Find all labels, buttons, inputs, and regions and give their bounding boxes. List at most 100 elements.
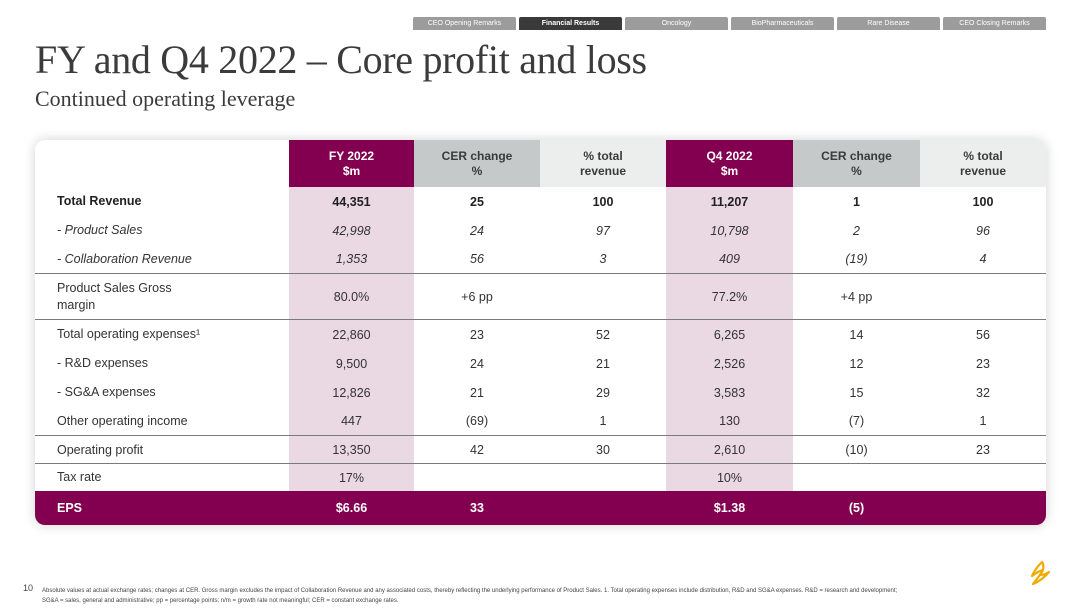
row-label: Operating profit xyxy=(57,442,144,457)
cell-q4-cer-change: +4 pp xyxy=(840,289,873,304)
cell-fy-pct-revenue xyxy=(540,491,666,525)
cell-q4-value: 10% xyxy=(716,470,743,485)
table-row-total-revenue: Total Revenue 44,351 25 100 11,207 1 100 xyxy=(35,187,1046,216)
table-header-row: FY 2022 $m CER change % % total revenue … xyxy=(35,140,1046,187)
header-fy-cer-change-line1: CER change xyxy=(441,148,513,163)
header-q4-pct-line1: % total xyxy=(963,148,1003,163)
cell-q4-pct-revenue: 32 xyxy=(976,385,990,400)
cell-fy-pct-revenue: 29 xyxy=(596,385,610,400)
header-fy-2022: FY 2022 $m xyxy=(289,140,414,187)
fy-column-shade xyxy=(289,140,414,491)
cell-fy-pct-revenue: 3 xyxy=(599,252,607,266)
table-row-operating-profit: Operating profit 13,350 42 30 2,610 (10)… xyxy=(35,436,1046,464)
cell-q4-cer-change: (7) xyxy=(848,414,865,428)
header-q4-pct-total-revenue: % total revenue xyxy=(920,140,1046,187)
cell-fy-cer-change: 21 xyxy=(470,385,484,400)
row-label: Total operating expenses¹ xyxy=(57,327,201,341)
tab-ceo-closing-remarks[interactable]: CEO Closing Remarks xyxy=(943,17,1046,30)
tab-oncology[interactable]: Oncology xyxy=(625,17,728,30)
page-title: FY and Q4 2022 – Core profit and loss xyxy=(35,37,647,82)
cell-q4-pct-revenue: 100 xyxy=(972,194,994,209)
cell-fy-pct-revenue: 1 xyxy=(599,414,607,428)
cell-fy-pct-revenue xyxy=(540,274,666,319)
tab-ceo-opening-remarks[interactable]: CEO Opening Remarks xyxy=(413,17,516,30)
cell-q4-cer-change: 15 xyxy=(849,385,864,400)
cell-fy-pct-revenue: 52 xyxy=(596,327,610,342)
cell-fy-pct-revenue: 21 xyxy=(596,356,610,371)
cell-q4-pct-revenue xyxy=(920,464,1046,491)
cell-fy-cer-change: 23 xyxy=(470,327,484,342)
footnote: Absolute values at actual exchange rates… xyxy=(42,588,898,604)
cell-fy-value: 12,826 xyxy=(332,385,371,400)
table-row-total-operating-expenses: Total operating expenses¹ 22,860 23 52 6… xyxy=(35,320,1046,349)
cell-q4-cer-change xyxy=(793,464,920,491)
cell-q4-value: 2,610 xyxy=(713,443,746,457)
row-label: Product Sales Gross margin xyxy=(57,280,172,312)
cell-q4-value: 77.2% xyxy=(711,289,748,304)
cell-q4-cer-change: (19) xyxy=(845,252,868,266)
cell-fy-cer-change: +6 pp xyxy=(461,289,493,304)
table-row-gross-margin: Product Sales Gross margin 80.0% +6 pp 7… xyxy=(35,274,1046,319)
row-divider xyxy=(35,319,1046,320)
cell-fy-cer-change: (69) xyxy=(465,414,489,428)
cell-fy-pct-revenue: 100 xyxy=(592,194,614,209)
cell-q4-pct-revenue: 1 xyxy=(979,414,987,428)
cell-fy-value: 80.0% xyxy=(333,289,370,304)
cell-fy-pct-revenue xyxy=(540,464,666,491)
cell-q4-value: 11,207 xyxy=(710,194,749,209)
tab-rare-disease[interactable]: Rare Disease xyxy=(837,17,940,30)
row-label: Tax rate xyxy=(57,470,102,484)
cell-q4-cer-change: 12 xyxy=(849,356,864,371)
header-fy-pct-total-revenue: % total revenue xyxy=(540,140,666,187)
cell-q4-cer-change: (5) xyxy=(848,501,865,515)
cell-q4-cer-change: 2 xyxy=(853,223,860,238)
header-q4-2022-line2: $m xyxy=(720,163,739,178)
section-nav: CEO Opening Remarks Financial Results On… xyxy=(413,17,1046,30)
header-q4-cer-change: CER change % xyxy=(793,140,920,187)
header-q4-2022-line1: Q4 2022 xyxy=(706,148,753,163)
cell-fy-pct-revenue: 30 xyxy=(596,443,610,457)
cell-q4-pct-revenue: 56 xyxy=(976,327,990,342)
table-row-eps: EPS $6.66 33 $1.38 (5) xyxy=(35,491,1046,525)
header-q4-cer-change-line2: % xyxy=(851,163,862,178)
cell-q4-value: 3,583 xyxy=(713,385,746,400)
row-label: EPS xyxy=(57,500,83,515)
cell-q4-pct-revenue xyxy=(920,274,1046,319)
cell-q4-pct-revenue: 96 xyxy=(976,223,990,238)
q4-column-shade xyxy=(666,140,793,491)
cell-fy-value: 42,998 xyxy=(332,223,371,238)
cell-q4-cer-change: 1 xyxy=(853,194,860,209)
cell-fy-value: $6.66 xyxy=(335,501,368,515)
tab-biopharmaceuticals[interactable]: BioPharmaceuticals xyxy=(731,17,834,30)
tab-financial-results[interactable]: Financial Results xyxy=(519,17,622,30)
row-label: - Product Sales xyxy=(57,223,143,237)
cell-q4-cer-change: 14 xyxy=(849,327,864,342)
cell-fy-value: 1,353 xyxy=(335,252,368,266)
header-fy-cer-change-line2: % xyxy=(471,163,483,178)
cell-fy-value: 13,350 xyxy=(332,443,371,457)
cell-fy-value: 9,500 xyxy=(335,356,368,371)
cell-q4-pct-revenue xyxy=(920,491,1046,525)
row-divider xyxy=(35,273,1046,274)
header-fy-pct-line2: revenue xyxy=(579,163,627,178)
header-q4-2022: Q4 2022 $m xyxy=(666,140,793,187)
row-label: - R&D expenses xyxy=(57,356,149,370)
cell-q4-cer-change: (10) xyxy=(845,443,868,457)
row-label: Total Revenue xyxy=(57,194,142,208)
page-number: 10 xyxy=(23,583,34,593)
cell-fy-value: 17% xyxy=(338,470,365,485)
cell-q4-value: 130 xyxy=(719,414,740,428)
header-fy-2022-line1: FY 2022 xyxy=(328,148,375,163)
cell-fy-cer-change: 33 xyxy=(470,501,484,515)
cell-q4-value: 6,265 xyxy=(713,327,746,342)
cell-q4-value: 409 xyxy=(719,252,740,266)
cell-fy-cer-change: 56 xyxy=(470,252,484,266)
cell-fy-cer-change xyxy=(414,464,540,491)
cell-fy-value: 44,351 xyxy=(332,194,371,209)
row-divider xyxy=(35,435,1046,436)
table-row-sga-expenses: - SG&A expenses 12,826 21 29 3,583 15 32 xyxy=(35,378,1046,407)
header-q4-cer-change-line1: CER change xyxy=(821,148,892,163)
page-subtitle: Continued operating leverage xyxy=(35,86,296,111)
cell-q4-pct-revenue: 23 xyxy=(976,443,990,457)
cell-q4-value: 2,526 xyxy=(713,356,746,371)
